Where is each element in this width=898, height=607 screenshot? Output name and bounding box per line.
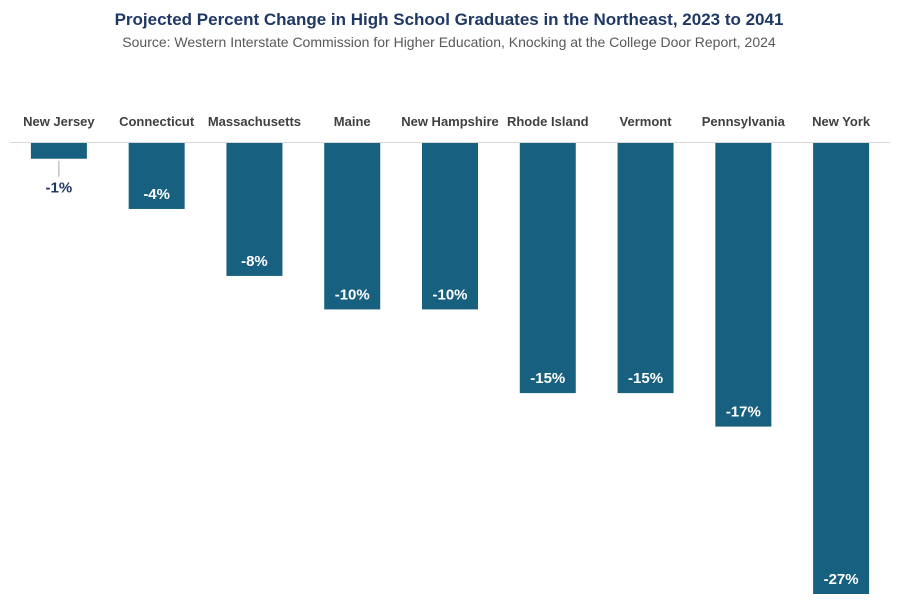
bar	[226, 143, 283, 276]
chart-title: Projected Percent Change in High School …	[114, 10, 784, 29]
bar	[422, 143, 478, 310]
bar	[813, 143, 870, 594]
data-label: -27%	[824, 571, 859, 588]
bar	[128, 143, 185, 209]
data-label: -10%	[335, 286, 370, 303]
data-label: -15%	[628, 370, 663, 387]
category-label: Rhode Island	[507, 114, 589, 129]
category-label: Connecticut	[119, 114, 195, 129]
data-label: -17%	[726, 404, 761, 421]
bar	[617, 143, 674, 394]
category-label: New Hampshire	[401, 114, 499, 129]
category-label: Maine	[334, 114, 371, 129]
chart-subtitle: Source: Western Interstate Commission fo…	[122, 34, 776, 50]
category-label: New Jersey	[23, 114, 95, 129]
category-label: Pennsylvania	[702, 114, 786, 129]
data-label: -1%	[46, 180, 73, 197]
bar	[519, 143, 576, 394]
bar	[30, 143, 87, 159]
data-label: -4%	[143, 186, 170, 203]
data-label: -15%	[530, 370, 565, 387]
category-label: Massachusetts	[208, 114, 301, 129]
category-label: Vermont	[620, 114, 673, 129]
category-label: New York	[812, 114, 871, 129]
data-label: -10%	[432, 286, 467, 303]
data-label: -8%	[241, 253, 268, 270]
bar	[324, 143, 381, 310]
bar	[715, 143, 772, 427]
